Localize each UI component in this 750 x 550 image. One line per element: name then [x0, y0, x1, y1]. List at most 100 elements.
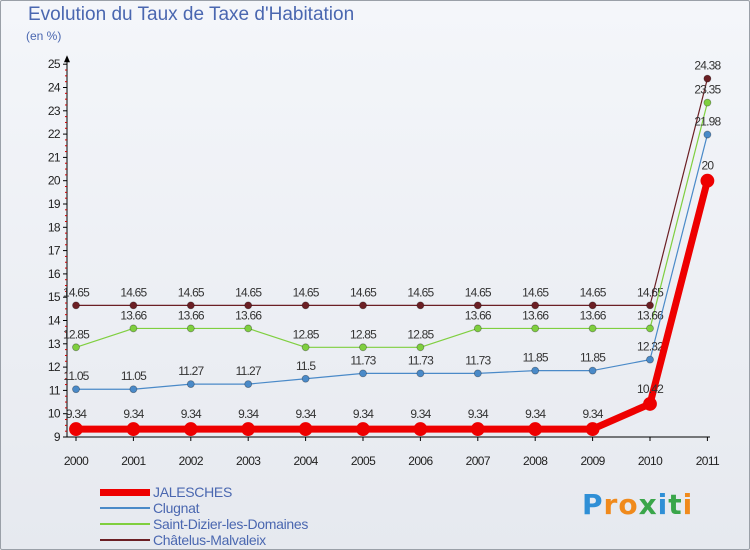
data-point: [416, 369, 425, 378]
data-point: [646, 324, 654, 333]
data-label: 23.35: [694, 83, 721, 97]
data-label: 11.27: [236, 364, 262, 378]
data-point: [129, 324, 138, 333]
logo-letter: i: [682, 488, 694, 521]
chart-title: Evolution du Taux de Taxe d'Habitation: [28, 4, 355, 25]
data-point: [186, 380, 195, 389]
data-point: [531, 366, 540, 375]
data-point: [473, 369, 482, 378]
x-tick-label: 2006: [408, 454, 433, 468]
data-point: [585, 422, 600, 436]
logo-letter: P: [582, 488, 604, 521]
data-label: 20: [702, 159, 715, 173]
data-point: [359, 301, 367, 310]
data-label: 10.42: [637, 382, 664, 396]
data-label: 12.85: [407, 327, 434, 341]
data-label: 12.85: [63, 327, 90, 341]
data-point: [72, 301, 80, 310]
data-label: 11.05: [63, 369, 89, 383]
legend-swatch: [100, 539, 150, 541]
data-label: 9.34: [296, 407, 317, 421]
y-tick-label: 25: [48, 57, 61, 71]
legend-swatch: [100, 507, 150, 509]
x-tick-label: 2001: [121, 454, 146, 468]
data-point: [470, 422, 485, 436]
x-tick-label: 2007: [466, 454, 491, 468]
data-point: [473, 301, 482, 310]
y-tick-label: 21: [48, 150, 61, 164]
x-tick-label: 2002: [179, 454, 204, 468]
data-point: [703, 74, 712, 83]
data-label: 11.73: [408, 353, 434, 367]
data-label: 13.66: [178, 308, 205, 322]
legend-item: Clugnat: [100, 500, 308, 516]
data-point: [531, 301, 540, 310]
data-label: 14.65: [465, 285, 492, 299]
data-point: [301, 374, 310, 383]
y-tick-label: 12: [48, 360, 61, 374]
series-line-clugnat: [75, 133, 709, 390]
data-point: [531, 324, 540, 333]
data-point: [413, 422, 428, 436]
data-label: 13.66: [120, 308, 147, 322]
data-point: [129, 301, 138, 310]
data-label: 13.66: [235, 308, 262, 322]
data-label: 9.34: [410, 407, 431, 421]
data-label: 9.34: [123, 407, 144, 421]
data-label: 12.32: [637, 340, 664, 354]
data-label: 14.65: [580, 285, 607, 299]
data-label: 12.85: [350, 327, 377, 341]
y-tick-label: 11: [49, 383, 61, 397]
data-label: 11.85: [580, 351, 606, 365]
series-line-saint-dizier-les-domaines: [75, 102, 709, 348]
logo-letter: r: [603, 488, 619, 521]
y-tick-label: 9: [54, 430, 61, 444]
data-label: 11.05: [121, 369, 147, 383]
data-point: [241, 422, 256, 436]
y-tick-label: 20: [48, 174, 61, 188]
logo-letter: o: [618, 488, 639, 521]
chart-legend: JALESCHES Clugnat Saint-Dizier-les-Domaine…: [100, 484, 308, 548]
data-point: [643, 397, 657, 411]
series-line-jalesches: [72, 177, 711, 433]
data-point: [186, 301, 195, 310]
x-tick-label: 2008: [523, 454, 548, 468]
y-tick-label: 18: [48, 220, 61, 234]
data-point: [646, 301, 654, 310]
legend-label: JALESCHES: [153, 484, 232, 500]
data-point: [646, 355, 654, 364]
logo-letter: x: [638, 488, 658, 521]
data-point: [186, 324, 195, 333]
x-tick-label: 2003: [236, 454, 261, 468]
data-label: 14.65: [63, 285, 90, 299]
x-tick-label: 2011: [696, 454, 720, 468]
x-tick-label: 2000: [64, 454, 89, 468]
data-label: 14.65: [350, 285, 377, 299]
data-point: [129, 385, 138, 394]
data-point: [528, 422, 543, 436]
y-tick-label: 13: [48, 337, 61, 351]
data-point: [301, 343, 310, 352]
data-label: 13.66: [637, 308, 664, 322]
data-label: 14.65: [178, 285, 205, 299]
data-point: [588, 324, 597, 333]
data-label: 11.27: [178, 364, 204, 378]
series-line-ch-telus-malvaleix: [75, 78, 709, 306]
x-tick-label: 2004: [293, 454, 318, 468]
data-label: 9.34: [238, 407, 259, 421]
data-point: [703, 98, 712, 107]
chart-unit-label: (en %): [26, 29, 62, 43]
data-label: 9.34: [468, 407, 489, 421]
data-label: 11.85: [523, 351, 549, 365]
legend-item: JALESCHES: [100, 484, 308, 500]
y-tick-label: 15: [48, 290, 61, 304]
data-point: [416, 301, 425, 310]
y-tick-label: 10: [48, 407, 61, 421]
data-label: 14.65: [235, 285, 262, 299]
data-label: 9.34: [181, 407, 202, 421]
data-point: [72, 343, 80, 352]
data-label: 14.65: [522, 285, 549, 299]
data-point: [298, 422, 313, 436]
